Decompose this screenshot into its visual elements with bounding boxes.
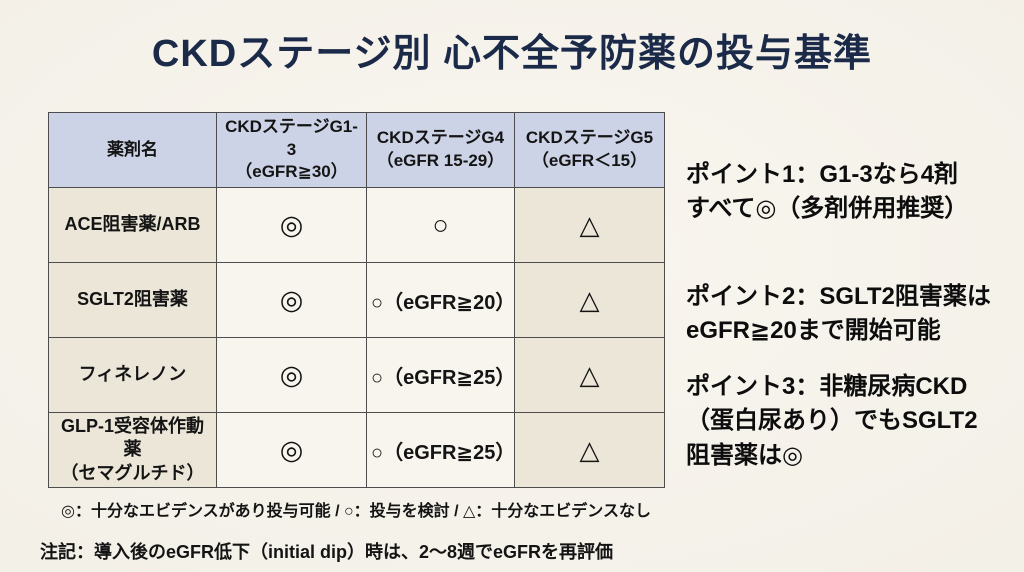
g1-3-rating-cell: ◎ bbox=[216, 262, 367, 338]
drug-name-cell: SGLT2阻害薬 bbox=[48, 262, 217, 338]
table-row: フィネレノン ◎ ○（eGFR≧25） △ bbox=[48, 337, 665, 413]
key-point-1: ポイント1：G1-3なら4剤 すべて◎（多剤併用推奨） bbox=[686, 161, 969, 223]
g4-rating-cell: ○（eGFR≧20） bbox=[366, 262, 515, 338]
g1-3-rating-cell: ◎ bbox=[216, 337, 367, 413]
dosing-criteria-table: 薬剤名 CKDステージG1-3 （eGFR≧30） CKDステージG4 （eGF… bbox=[48, 112, 665, 489]
table-header-row: 薬剤名 CKDステージG1-3 （eGFR≧30） CKDステージG4 （eGF… bbox=[48, 112, 665, 188]
g5-rating-cell: △ bbox=[514, 187, 665, 263]
g5-rating-cell: △ bbox=[514, 262, 665, 338]
symbol-legend: ◎：十分なエビデンスがあり投与可能 / ○：投与を検討 / △：十分なエビデンス… bbox=[61, 503, 651, 520]
table-row: SGLT2阻害薬 ◎ ○（eGFR≧20） △ bbox=[48, 262, 665, 338]
g4-rating-cell: ○（eGFR≧25） bbox=[366, 411, 515, 489]
table-row: ACE阻害薬/ARB ◎ ○ △ bbox=[48, 187, 665, 263]
column-header-drug-name: 薬剤名 bbox=[48, 112, 217, 188]
column-header-stage-g5: CKDステージG5 （eGFR＜15） bbox=[514, 112, 665, 188]
g1-3-rating-cell: ◎ bbox=[216, 187, 367, 263]
g5-rating-cell: △ bbox=[514, 337, 665, 413]
column-header-stage-g1-3: CKDステージG1-3 （eGFR≧30） bbox=[216, 112, 367, 188]
footnote: 注記：導入後のeGFR低下（initial dip）時は、2〜8週でeGFRを再… bbox=[40, 542, 614, 562]
key-point-2: ポイント2：SGLT2阻害薬は eGFR≧20まで開始可能 bbox=[686, 283, 991, 345]
g4-rating-cell: ○（eGFR≧25） bbox=[366, 337, 515, 413]
page-title: CKDステージ別 心不全予防薬の投与基準 bbox=[151, 33, 873, 75]
g1-3-rating-cell: ◎ bbox=[216, 411, 367, 489]
drug-name-cell: GLP-1受容体作動薬 （セマグルチド） bbox=[48, 411, 217, 489]
drug-name-cell: フィネレノン bbox=[48, 337, 217, 413]
g5-rating-cell: △ bbox=[514, 411, 665, 489]
table-row: GLP-1受容体作動薬 （セマグルチド） ◎ ○（eGFR≧25） △ bbox=[48, 411, 665, 489]
g4-rating-cell: ○ bbox=[366, 187, 515, 263]
key-point-3: ポイント3：非糖尿病CKD （蛋白尿あり）でもSGLT2 阻害薬は◎ bbox=[686, 373, 978, 469]
drug-name-cell: ACE阻害薬/ARB bbox=[48, 187, 217, 263]
column-header-stage-g4: CKDステージG4 （eGFR 15-29） bbox=[366, 112, 515, 188]
